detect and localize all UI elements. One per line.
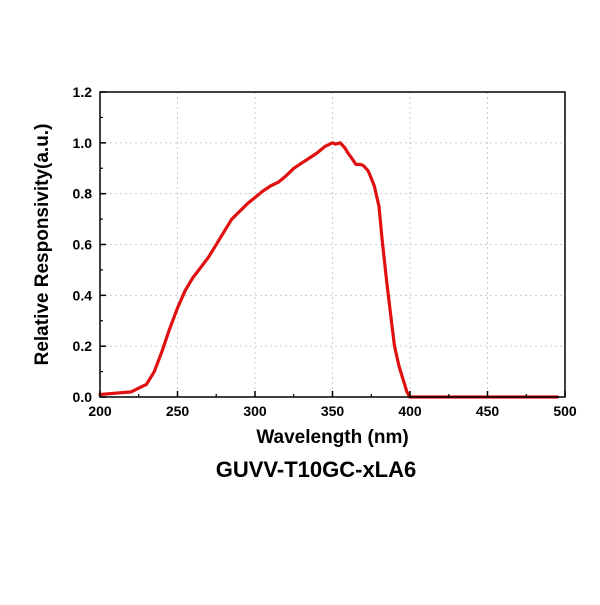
axis-ticks: 200 250 300 350 400 450 500 0.0 0.2 0.4 0.6 0.8 1.0 1… [73, 84, 577, 419]
x-axis-title: Wavelength (nm) [256, 427, 408, 448]
x-tick-label: 450 [476, 403, 500, 419]
y-tick-label: 1.2 [73, 84, 93, 100]
x-tick-label: 250 [166, 403, 190, 419]
x-tick-label: 300 [243, 403, 267, 419]
y-tick-label: 1.0 [73, 135, 93, 151]
y-tick-label: 0.6 [73, 237, 93, 253]
y-tick-label: 0.0 [73, 389, 93, 405]
x-tick-label: 400 [398, 403, 422, 419]
x-tick-label: 500 [553, 403, 577, 419]
x-tick-label: 200 [88, 403, 112, 419]
y-tick-label: 0.4 [73, 287, 93, 303]
series-line-responsivity [98, 141, 559, 399]
series-layer [98, 141, 559, 399]
y-tick-label: 0.2 [73, 338, 93, 354]
x-tick-label: 350 [321, 403, 345, 419]
device-caption: GUVV-T10GC-xLA6 [216, 457, 417, 482]
grid-lines [100, 92, 565, 397]
y-tick-label: 0.8 [73, 186, 93, 202]
y-axis-title: Relative Responsivity(a.u.) [32, 124, 53, 366]
